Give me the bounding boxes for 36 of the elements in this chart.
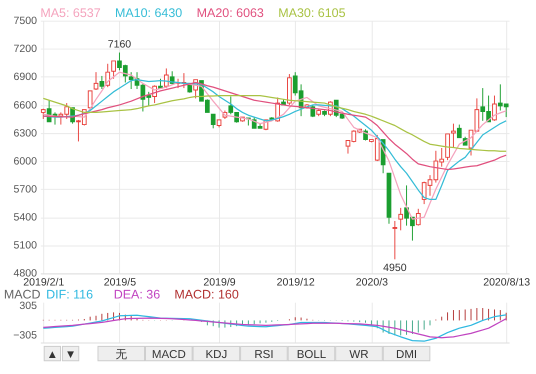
- text: RSI: [254, 348, 274, 361]
- annotation: 7160: [108, 38, 132, 51]
- series-label: MACD: 160: [174, 287, 239, 302]
- series-label: DEA: 36: [114, 287, 160, 302]
- x-tick-label: 2019/5: [104, 276, 136, 288]
- text: WR: [349, 348, 369, 361]
- text: 无: [115, 348, 128, 361]
- annotation: 4950: [383, 262, 407, 274]
- y-tick-label: 5400: [14, 212, 38, 224]
- text: ▼: [64, 348, 76, 361]
- y-tick-label: 6300: [14, 127, 38, 140]
- y-tick-label: −305: [13, 329, 38, 342]
- y-tick-label: 6600: [14, 99, 38, 112]
- text: DMI: [396, 348, 418, 361]
- x-tick-label: 2019/9: [203, 276, 236, 288]
- series-label: DIF: 116: [46, 287, 94, 302]
- x-tick-label: 2019/2/1: [23, 276, 64, 288]
- chart-title: MACD: [4, 287, 41, 302]
- y-tick-label: 6900: [14, 71, 38, 84]
- text: ▲: [46, 348, 58, 361]
- text: MA5: 6537: [40, 6, 101, 20]
- text: MA20: 6063: [196, 6, 264, 20]
- y-tick-label: 5100: [14, 240, 38, 252]
- text: MA10: 6430: [114, 6, 182, 20]
- y-tick-label: 305: [19, 300, 38, 312]
- x-tick-label: 2019/12: [276, 276, 315, 288]
- y-tick-label: 7500: [14, 15, 38, 28]
- text: KDJ: [205, 348, 228, 361]
- y-tick-label: 6000: [14, 155, 38, 168]
- text: MA30: 6105: [278, 6, 346, 20]
- x-tick-label: 2020/8/13: [483, 276, 530, 288]
- x-tick-label: 2020/3: [356, 276, 388, 288]
- text: MACD: [152, 348, 186, 361]
- y-tick-label: 7200: [14, 43, 38, 56]
- y-tick-label: 5700: [14, 184, 38, 196]
- text: BOLL: [296, 348, 327, 361]
